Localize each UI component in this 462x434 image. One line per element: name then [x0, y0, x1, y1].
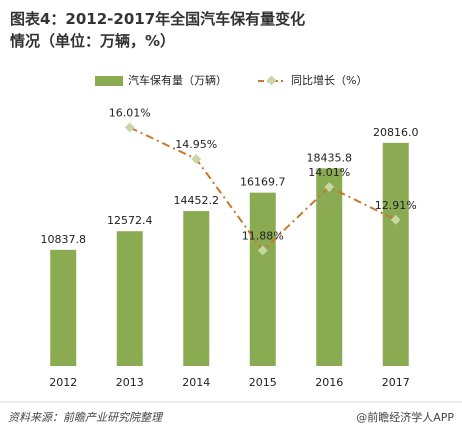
legend-label: 同比增长（%）	[291, 73, 367, 87]
source: 资料来源：前瞻产业研究院整理	[8, 411, 164, 424]
bar-value-label: 16169.7	[240, 176, 286, 189]
line-marker	[390, 214, 401, 225]
bar	[183, 211, 210, 366]
line-value-label: 12.91%	[375, 199, 417, 212]
legend-label: 汽车保有量（万辆）	[128, 73, 227, 87]
x-tick-label: 2015	[249, 376, 277, 389]
line-marker	[124, 122, 135, 133]
x-tick-label: 2017	[382, 376, 410, 389]
line-value-label: 14.01%	[308, 166, 350, 179]
line-marker	[324, 182, 335, 192]
bar-value-label: 18435.8	[307, 151, 353, 164]
bar	[382, 142, 409, 366]
x-tick-label: 2012	[49, 376, 77, 389]
x-tick-label: 2016	[315, 376, 343, 389]
bar-value-label: 14452.2	[174, 194, 220, 207]
bar-value-label: 12572.4	[107, 214, 153, 227]
bar	[50, 249, 77, 366]
bar-value-label: 20816.0	[373, 126, 419, 139]
line-value-label: 14.95%	[175, 138, 217, 151]
bar	[249, 192, 276, 366]
x-tick-label: 2013	[116, 376, 144, 389]
chart-title: 图表4：2012-2017年全国汽车保有量变化情况（单位：万辆，%）	[10, 10, 306, 50]
line-marker	[257, 245, 268, 256]
legend-swatch	[95, 76, 123, 86]
bar-value-label: 10837.8	[41, 233, 87, 246]
legend-marker	[266, 75, 277, 86]
bar	[116, 231, 143, 366]
x-tick-label: 2014	[182, 376, 210, 389]
brand: @前瞻经济学人APP	[356, 410, 454, 424]
line-value-label: 11.88%	[242, 229, 284, 242]
line-marker	[191, 154, 202, 164]
line-value-label: 16.01%	[109, 106, 151, 119]
bar	[316, 168, 343, 366]
